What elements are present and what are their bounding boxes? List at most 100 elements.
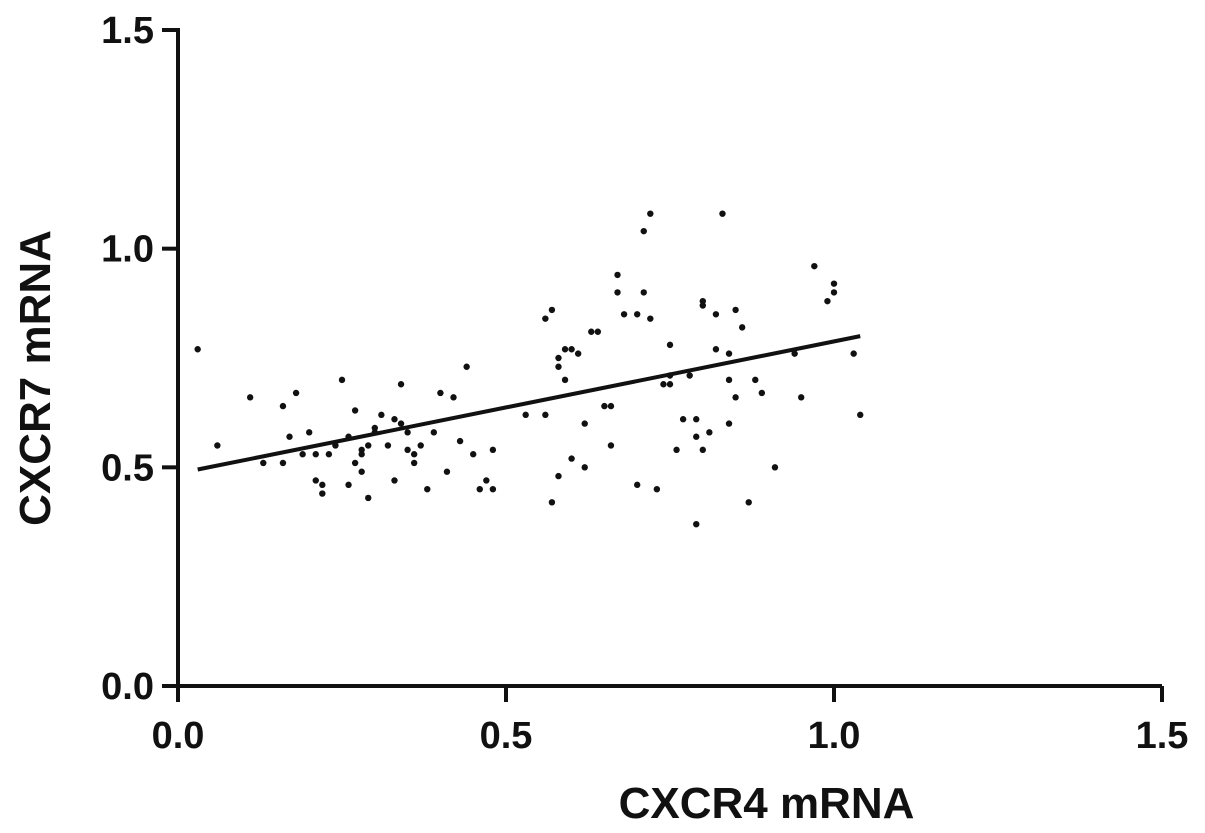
data-point xyxy=(378,411,385,419)
data-point xyxy=(706,429,713,436)
data-point xyxy=(325,451,333,458)
data-point xyxy=(561,346,569,353)
data-point xyxy=(450,394,457,401)
data-point xyxy=(712,311,720,318)
x-tick-label: 0.5 xyxy=(480,715,533,757)
data-point xyxy=(365,442,372,449)
data-point xyxy=(542,411,549,419)
data-point xyxy=(824,297,831,305)
data-point xyxy=(607,402,615,410)
data-point xyxy=(358,468,365,475)
data-point xyxy=(437,389,444,397)
data-point xyxy=(345,481,352,489)
data-point xyxy=(758,389,766,397)
data-point xyxy=(391,416,398,423)
data-point xyxy=(286,433,293,440)
data-point xyxy=(673,446,680,454)
data-point xyxy=(693,520,700,528)
data-point xyxy=(811,262,818,270)
data-point xyxy=(443,468,451,475)
data-point xyxy=(548,306,556,314)
data-point xyxy=(463,363,470,370)
data-point xyxy=(397,381,405,388)
data-point xyxy=(542,315,549,322)
data-point xyxy=(634,311,641,318)
data-point xyxy=(351,407,359,414)
data-point xyxy=(693,416,700,423)
data-point xyxy=(686,372,693,379)
data-point xyxy=(555,354,562,362)
data-point xyxy=(699,446,706,454)
data-point xyxy=(358,446,365,454)
data-point xyxy=(850,350,857,357)
data-point xyxy=(319,490,326,497)
data-point xyxy=(666,381,674,388)
data-point xyxy=(489,446,497,454)
data-point xyxy=(391,477,398,484)
x-tick-label: 0.0 xyxy=(152,715,205,757)
axes xyxy=(176,28,1162,688)
y-tick-label: 1.0 xyxy=(101,229,154,271)
data-point xyxy=(653,486,661,493)
data-point xyxy=(194,346,201,353)
data-point xyxy=(640,227,647,235)
data-point xyxy=(594,328,602,335)
data-point xyxy=(601,402,608,410)
data-point xyxy=(568,455,575,462)
data-point xyxy=(738,324,746,331)
data-point xyxy=(306,429,313,436)
data-point xyxy=(830,280,838,287)
data-point xyxy=(548,499,556,506)
data-point xyxy=(647,210,654,217)
data-point xyxy=(397,420,405,427)
y-tick-label: 0.5 xyxy=(101,447,154,489)
data-point xyxy=(725,420,733,427)
data-point xyxy=(679,416,687,423)
data-point xyxy=(351,459,359,467)
data-point xyxy=(279,402,287,410)
data-point xyxy=(430,429,438,436)
data-point xyxy=(214,442,221,449)
data-point xyxy=(614,271,621,279)
data-points xyxy=(194,210,864,528)
data-point xyxy=(791,350,798,357)
x-axis-title: CXCR4 mRNA xyxy=(619,779,915,828)
data-point xyxy=(561,376,569,384)
data-point xyxy=(752,376,759,384)
data-point xyxy=(555,363,562,370)
data-point xyxy=(365,494,372,502)
y-tick-label: 1.5 xyxy=(101,10,154,52)
data-point xyxy=(771,464,779,471)
data-point xyxy=(581,464,588,471)
data-point xyxy=(319,481,326,489)
data-point xyxy=(338,376,346,384)
data-point xyxy=(699,302,706,309)
data-point xyxy=(660,381,667,388)
data-point xyxy=(555,472,562,480)
data-point xyxy=(745,499,752,506)
data-point xyxy=(489,486,497,493)
data-point xyxy=(732,394,739,401)
data-point xyxy=(260,459,267,467)
data-point xyxy=(607,442,615,449)
data-point xyxy=(725,350,733,357)
data-point xyxy=(647,315,654,322)
data-point xyxy=(384,442,392,449)
data-point xyxy=(522,411,529,419)
data-point xyxy=(279,459,287,467)
data-point xyxy=(410,459,418,467)
data-point xyxy=(581,420,588,427)
data-point xyxy=(640,289,647,296)
data-point xyxy=(857,411,864,419)
data-point xyxy=(410,451,418,458)
data-point xyxy=(798,394,805,401)
data-point xyxy=(574,350,582,357)
data-point xyxy=(666,341,674,349)
data-point xyxy=(620,311,628,318)
data-point xyxy=(614,289,621,296)
data-point xyxy=(483,477,490,484)
x-tick-label: 1.5 xyxy=(1136,715,1189,757)
data-point xyxy=(634,481,641,489)
